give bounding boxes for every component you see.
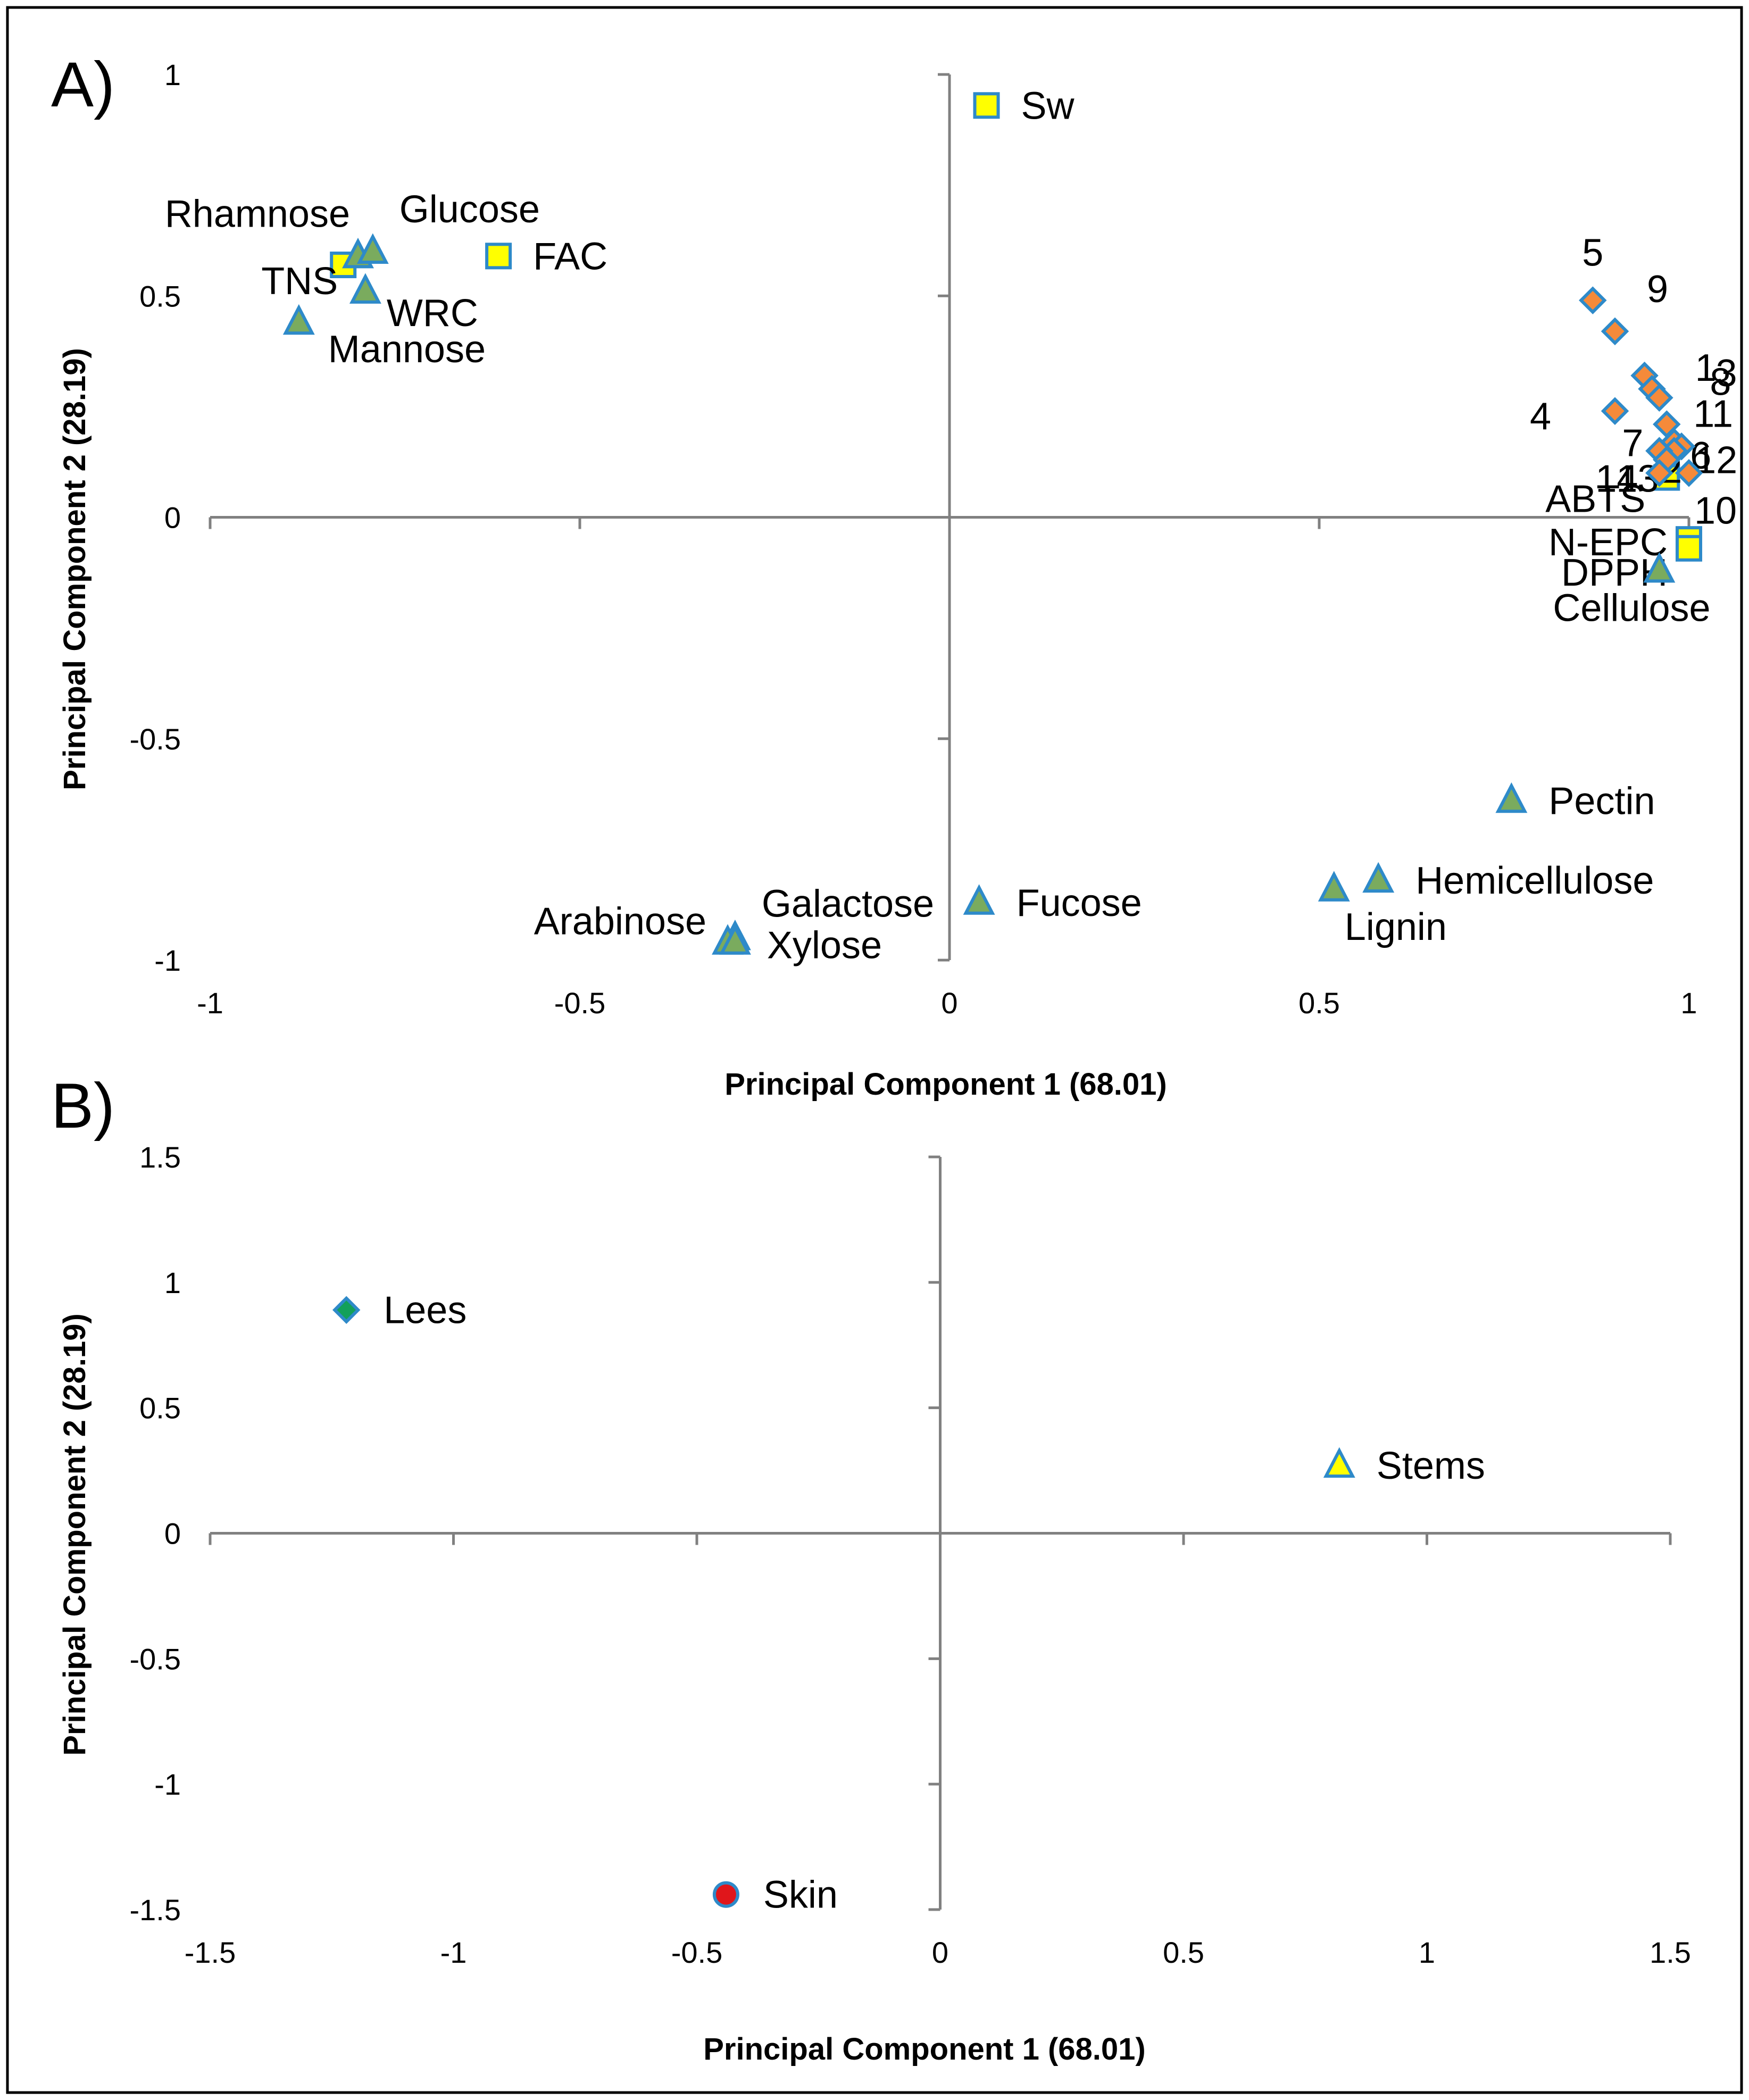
y-tick-label: 1.5 xyxy=(139,1140,181,1174)
x-tick-label: 1 xyxy=(1680,986,1697,1020)
point-xylose xyxy=(719,924,751,955)
label-pectin: Pectin xyxy=(1548,780,1655,822)
panel-b-x-axis-title: Principal Component 1 (68.01) xyxy=(703,2032,1146,2066)
label-9: 9 xyxy=(1647,268,1668,311)
panel-b-scatter: B) Principal Component 1 (68.01) Princip… xyxy=(51,1070,1691,2066)
panel-b-label: B) xyxy=(51,1070,115,1141)
x-tick-label: -1.5 xyxy=(185,1936,236,1969)
label-abts: ABTS xyxy=(1545,478,1645,521)
label-14: 14 xyxy=(1595,457,1638,500)
point-mannose xyxy=(282,304,315,335)
x-tick-label: 0 xyxy=(932,1936,948,1969)
label-lignin: Lignin xyxy=(1345,906,1447,948)
label-wrc: WRC xyxy=(387,292,478,335)
point-14 xyxy=(1645,459,1673,487)
point-4 xyxy=(1601,397,1629,425)
panel-a-label: A) xyxy=(51,49,115,120)
point-fac xyxy=(485,243,512,270)
y-tick-label: 0.5 xyxy=(139,279,181,313)
label-4: 4 xyxy=(1530,396,1551,438)
label-xylose: Xylose xyxy=(767,924,882,967)
label-5: 5 xyxy=(1582,232,1603,274)
label-arabinose: Arabinose xyxy=(534,901,706,943)
point-skin xyxy=(712,1881,739,1908)
x-tick-label: 0.5 xyxy=(1163,1936,1204,1969)
x-tick-label: 0 xyxy=(941,986,957,1020)
x-tick-label: -0.5 xyxy=(554,986,606,1020)
label-skin: Skin xyxy=(763,1874,838,1916)
y-tick-label: -1.5 xyxy=(130,1893,181,1927)
y-tick-label: 1 xyxy=(164,1266,181,1299)
label-lees: Lees xyxy=(384,1289,467,1332)
label-stems: Stems xyxy=(1377,1445,1485,1487)
label-fac: FAC xyxy=(533,235,607,278)
panel-a-x-axis-title: Principal Component 1 (68.01) xyxy=(724,1067,1167,1102)
label-mannose: Mannose xyxy=(328,328,486,371)
x-tick-label: -0.5 xyxy=(671,1936,723,1969)
point-cellulose xyxy=(1643,552,1676,583)
label-rhamnose: Rhamnose xyxy=(165,193,350,235)
point-lignin xyxy=(1318,871,1350,902)
point-5 xyxy=(1579,286,1607,314)
label-n-epc: N-EPC xyxy=(1548,521,1668,564)
point-9 xyxy=(1601,317,1629,346)
x-tick-label: -1 xyxy=(440,1936,467,1969)
label-hemicellulose: Hemicellulose xyxy=(1415,860,1654,902)
label-fucose: Fucose xyxy=(1017,882,1142,924)
point-10 xyxy=(1675,459,1703,487)
label-10: 10 xyxy=(1694,489,1737,532)
point-lees xyxy=(332,1296,361,1324)
panel-a-y-axis-title: Principal Component 2 (28.19) xyxy=(57,348,92,790)
x-tick-label: -1 xyxy=(197,986,223,1020)
y-tick-label: 0.5 xyxy=(139,1391,181,1425)
y-tick-label: -1 xyxy=(154,944,181,977)
panel-b-y-axis-title: Principal Component 2 (28.19) xyxy=(57,1313,92,1756)
label-1: 1 xyxy=(1695,347,1717,389)
x-tick-label: 0.5 xyxy=(1298,986,1340,1020)
x-tick-label: 1.5 xyxy=(1650,1936,1691,1969)
point-hemicellulose xyxy=(1362,862,1395,893)
point-stems xyxy=(1323,1447,1355,1478)
point-sw xyxy=(973,92,1000,119)
figure-border xyxy=(6,6,1743,2094)
label-galactose: Galactose xyxy=(762,882,934,925)
label-sw: Sw xyxy=(1021,85,1075,127)
label-7: 7 xyxy=(1622,422,1643,465)
label-cellulose: Cellulose xyxy=(1553,587,1710,629)
point-glucose xyxy=(356,233,389,264)
y-tick-label: -1 xyxy=(154,1768,181,1801)
label-12: 12 xyxy=(1695,439,1737,481)
label-glucose: Glucose xyxy=(399,188,540,231)
panel-a-scatter: A) Principal Component 1 (68.01) Princip… xyxy=(51,49,1737,1102)
label-3: 3 xyxy=(1716,352,1737,395)
point-8 xyxy=(1645,384,1673,412)
label-tns: TNS xyxy=(261,260,338,303)
y-tick-label: -0.5 xyxy=(130,722,181,756)
y-tick-label: 1 xyxy=(164,58,181,91)
y-tick-label: 0 xyxy=(164,501,181,535)
label-8: 8 xyxy=(1710,361,1731,404)
point-dpph xyxy=(1676,535,1702,562)
x-tick-label: 1 xyxy=(1419,1936,1435,1969)
y-tick-label: 0 xyxy=(164,1517,181,1551)
label-11: 11 xyxy=(1693,393,1733,436)
point-wrc xyxy=(349,273,381,304)
point-fucose xyxy=(963,884,995,915)
point-pectin xyxy=(1495,782,1528,813)
y-tick-label: -0.5 xyxy=(130,1642,181,1676)
